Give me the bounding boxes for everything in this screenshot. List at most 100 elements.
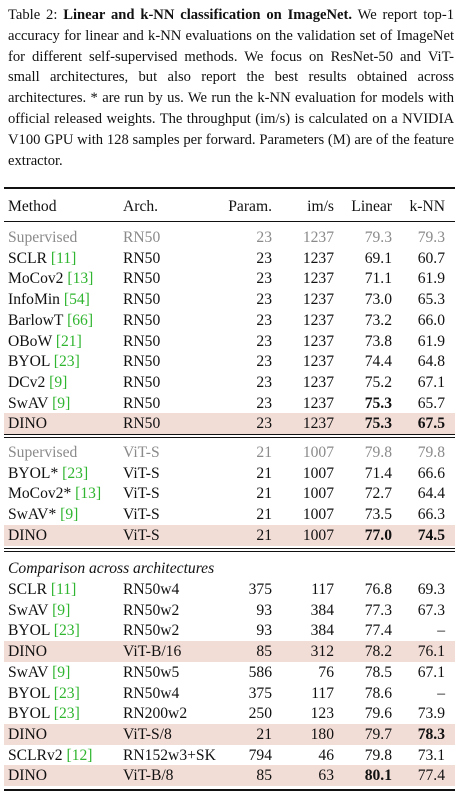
knn-cell: 67.1 <box>417 663 445 681</box>
citation-link[interactable]: [23] <box>53 622 80 640</box>
param-cell: 85 <box>256 643 272 661</box>
citation-link[interactable]: [9] <box>49 373 68 391</box>
header-rule <box>4 221 455 222</box>
table-row: OBoW [21] RN50 23 1237 73.8 61.9 <box>0 331 459 352</box>
table-row: MoCov2 [13] RN50 23 1237 71.1 61.9 <box>0 268 459 289</box>
table-row: BYOL [23] RN200w2 250 123 79.6 73.9 <box>0 703 459 724</box>
arch-cell: RN50 <box>123 394 161 412</box>
ims-cell: 1007 <box>302 444 334 461</box>
citation-link[interactable]: [11] <box>50 581 77 598</box>
citation-link[interactable]: [9] <box>52 663 71 681</box>
linear-cell: 78.6 <box>364 684 392 702</box>
knn-cell: 64.8 <box>417 353 445 371</box>
param-cell: 93 <box>256 622 272 640</box>
ims-cell: 1007 <box>302 485 334 503</box>
knn-cell: 66.3 <box>417 506 445 524</box>
linear-cell: 76.8 <box>364 581 392 598</box>
linear-cell: 74.4 <box>364 353 392 371</box>
arch-cell: RN50 <box>123 311 161 329</box>
method-name: MoCov2 <box>8 270 64 288</box>
table-row: SwAV [9] RN50w2 93 384 77.3 67.3 <box>0 600 459 621</box>
method-name: SCLR <box>8 581 47 598</box>
linear-cell: 71.4 <box>364 464 392 482</box>
caption-body: We report top-1 accuracy for linear and … <box>8 7 455 169</box>
knn-cell: 78.3 <box>417 725 445 743</box>
ims-cell: 1237 <box>302 332 334 350</box>
ims-cell: 1237 <box>302 229 334 246</box>
knn-cell: 73.1 <box>417 746 445 764</box>
group-rule-2 <box>4 548 455 549</box>
param-cell: 21 <box>256 485 272 503</box>
ims-cell: 1237 <box>302 291 334 309</box>
method-name: SCLR <box>8 249 47 267</box>
linear-cell: 75.2 <box>364 373 392 391</box>
header-ims: im/s <box>307 198 334 215</box>
citation-link[interactable]: [12] <box>66 746 93 764</box>
citation-link[interactable]: [23] <box>53 353 80 371</box>
param-cell: 375 <box>248 684 272 702</box>
knn-cell: – <box>437 684 445 702</box>
citation-link[interactable]: [13] <box>75 485 102 503</box>
group-rule-2b <box>4 551 455 552</box>
method-name: SwAV <box>8 394 49 412</box>
method-name: Supervised <box>8 444 78 461</box>
group-rule-1b <box>4 437 455 438</box>
param-cell: 21 <box>256 464 272 482</box>
param-cell: 23 <box>256 373 272 391</box>
ims-cell: 1007 <box>302 526 334 544</box>
arch-cell: RN50 <box>123 249 161 267</box>
table-row: BarlowT [66] RN50 23 1237 73.2 66.0 <box>0 310 459 331</box>
ims-cell: 123 <box>310 705 334 723</box>
method-cell: BYOL [23] <box>8 351 80 372</box>
citation-link[interactable]: [23] <box>53 705 80 723</box>
caption-label: Table 2: <box>8 7 58 23</box>
ims-cell: 1237 <box>302 353 334 371</box>
ims-cell: 117 <box>311 684 334 702</box>
citation-link[interactable]: [9] <box>52 394 71 412</box>
method-cell: DINO <box>8 641 47 662</box>
method-cell: DCv2 [9] <box>8 372 67 393</box>
knn-cell: 61.9 <box>417 332 445 350</box>
ims-cell: 312 <box>310 643 334 661</box>
method-cell: BYOL* [23] <box>8 463 88 484</box>
method-cell: SwAV [9] <box>8 662 70 683</box>
method-cell: MoCov2 [13] <box>8 268 93 289</box>
param-cell: 250 <box>248 705 272 723</box>
arch-cell: RN50 <box>123 373 161 391</box>
top-rule <box>4 187 455 189</box>
knn-cell: 67.5 <box>417 415 445 433</box>
table-row: BYOL* [23] ViT-S 21 1007 71.4 66.6 <box>0 463 459 484</box>
citation-link[interactable]: [54] <box>63 291 90 309</box>
citation-link[interactable]: [11] <box>50 249 77 267</box>
method-cell: Supervised <box>8 227 77 248</box>
method-cell: MoCov2* [13] <box>8 483 101 504</box>
ims-cell: 46 <box>318 746 334 764</box>
citation-link[interactable]: [9] <box>60 506 79 524</box>
citation-link[interactable]: [66] <box>67 311 94 329</box>
citation-link[interactable]: [21] <box>55 332 82 350</box>
section-label: Comparison across architectures <box>8 560 215 577</box>
arch-cell: RN50w2 <box>123 622 180 640</box>
arch-cell: RN50w5 <box>123 663 180 681</box>
arch-cell: RN50 <box>123 270 161 288</box>
method-cell: Supervised <box>8 442 77 463</box>
ims-cell: 1007 <box>302 506 334 524</box>
method-cell: BYOL [23] <box>8 703 80 724</box>
citation-link[interactable]: [9] <box>52 601 71 619</box>
knn-cell: 79.3 <box>417 229 445 246</box>
citation-link[interactable]: [23] <box>53 684 80 702</box>
ims-cell: 63 <box>318 767 334 785</box>
table-row: Supervised ViT-S 21 1007 79.8 79.8 <box>0 442 459 463</box>
table-row: DINO ViT-B/8 85 63 80.1 77.4 <box>4 765 455 787</box>
citation-link[interactable]: [13] <box>67 270 94 288</box>
ims-cell: 1237 <box>302 394 334 412</box>
citation-link[interactable]: [23] <box>62 464 89 482</box>
method-cell: DINO <box>8 765 47 786</box>
method-name: DINO <box>8 526 47 544</box>
linear-cell: 73.5 <box>364 506 392 524</box>
table-header-row: Method Arch. Param. im/s Linear k-NN <box>0 196 459 217</box>
param-cell: 794 <box>248 746 272 764</box>
method-name: DINO <box>8 767 47 785</box>
table-row: InfoMin [54] RN50 23 1237 73.0 65.3 <box>0 289 459 310</box>
